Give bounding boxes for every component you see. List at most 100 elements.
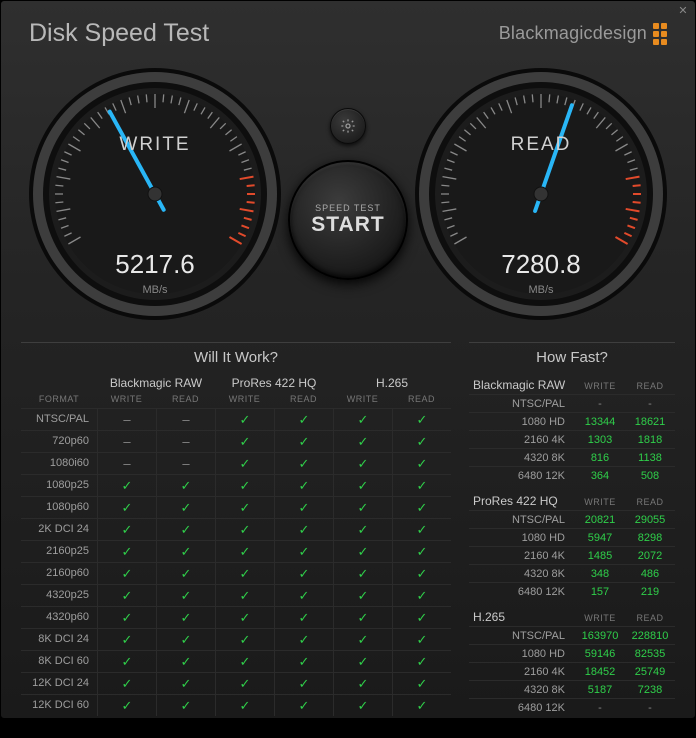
how-fast-row: 2160 4K1845225749 bbox=[469, 662, 675, 680]
result-cell: ✓ bbox=[156, 672, 215, 694]
how-fast-section: H.265WRITEREADNTSC/PAL1639702288101080 H… bbox=[469, 608, 675, 716]
format-label: 8K DCI 24 bbox=[21, 628, 97, 650]
check-icon: ✓ bbox=[122, 566, 133, 581]
how-fast-row: 2160 4K13031818 bbox=[469, 430, 675, 448]
check-icon: ✓ bbox=[122, 654, 133, 669]
result-cell: ✓ bbox=[392, 540, 451, 562]
format-label: 1080i60 bbox=[21, 452, 97, 474]
check-icon: ✓ bbox=[240, 522, 251, 537]
result-cell: ✓ bbox=[392, 496, 451, 518]
resolution-label: 2160 4K bbox=[469, 434, 575, 446]
check-icon: ✓ bbox=[181, 500, 192, 515]
format-label: 1080p60 bbox=[21, 496, 97, 518]
check-icon: ✓ bbox=[299, 676, 310, 691]
read-value: - bbox=[625, 398, 675, 410]
check-icon: ✓ bbox=[358, 478, 369, 493]
check-icon: ✓ bbox=[299, 698, 310, 713]
result-cell: – bbox=[156, 408, 215, 430]
result-cell: ✓ bbox=[333, 430, 392, 452]
read-value: 29055 bbox=[625, 514, 675, 526]
check-icon: ✓ bbox=[240, 478, 251, 493]
sub-header: WRITE bbox=[333, 394, 392, 408]
result-cell: ✓ bbox=[215, 518, 274, 540]
check-icon: ✓ bbox=[240, 544, 251, 559]
result-cell: ✓ bbox=[333, 628, 392, 650]
check-icon: ✓ bbox=[122, 478, 133, 493]
check-icon: ✓ bbox=[358, 412, 369, 427]
write-value: 18452 bbox=[575, 666, 625, 678]
settings-button[interactable] bbox=[330, 108, 366, 144]
read-value: 1138 bbox=[625, 452, 675, 464]
result-cell: ✓ bbox=[392, 430, 451, 452]
col-header: READ bbox=[625, 381, 675, 391]
how-fast-row: NTSC/PAL2082129055 bbox=[469, 510, 675, 528]
result-cell: ✓ bbox=[392, 518, 451, 540]
dash-icon: – bbox=[123, 456, 130, 471]
read-value: 7238 bbox=[625, 684, 675, 696]
result-cell: ✓ bbox=[156, 474, 215, 496]
check-icon: ✓ bbox=[358, 654, 369, 669]
check-icon: ✓ bbox=[181, 544, 192, 559]
result-cell: ✓ bbox=[333, 562, 392, 584]
check-icon: ✓ bbox=[417, 632, 428, 647]
how-fast-row: 2160 4K14852072 bbox=[469, 546, 675, 564]
write-value: 364 bbox=[575, 470, 625, 482]
brand-logo-icon bbox=[653, 23, 667, 45]
check-icon: ✓ bbox=[181, 522, 192, 537]
result-cell: – bbox=[97, 430, 156, 452]
result-cell: ✓ bbox=[156, 628, 215, 650]
how-fast-panel: How Fast? Blackmagic RAWWRITEREADNTSC/PA… bbox=[469, 342, 675, 724]
result-cell: ✓ bbox=[274, 584, 333, 606]
result-cell: ✓ bbox=[274, 540, 333, 562]
check-icon: ✓ bbox=[358, 434, 369, 449]
check-icon: ✓ bbox=[181, 610, 192, 625]
check-icon: ✓ bbox=[181, 632, 192, 647]
result-cell: ✓ bbox=[215, 584, 274, 606]
result-cell: ✓ bbox=[392, 672, 451, 694]
codec-header: H.265 bbox=[333, 376, 451, 394]
check-icon: ✓ bbox=[358, 500, 369, 515]
close-icon[interactable]: ✕ bbox=[677, 5, 689, 17]
how-fast-row: NTSC/PAL-- bbox=[469, 394, 675, 412]
check-icon: ✓ bbox=[358, 632, 369, 647]
result-cell: ✓ bbox=[97, 474, 156, 496]
start-button-big: START bbox=[311, 213, 384, 237]
result-cell: ✓ bbox=[333, 694, 392, 716]
check-icon: ✓ bbox=[240, 566, 251, 581]
how-fast-row: 4320 8K51877238 bbox=[469, 680, 675, 698]
result-cell: ✓ bbox=[97, 672, 156, 694]
format-label: 12K DCI 60 bbox=[21, 694, 97, 716]
col-header: READ bbox=[625, 497, 675, 507]
result-cell: ✓ bbox=[215, 474, 274, 496]
codec-header: Blackmagic RAW bbox=[97, 376, 215, 394]
resolution-label: NTSC/PAL bbox=[469, 514, 575, 526]
read-value: 25749 bbox=[625, 666, 675, 678]
dash-icon: – bbox=[182, 412, 189, 427]
result-cell: ✓ bbox=[274, 474, 333, 496]
result-cell: ✓ bbox=[274, 562, 333, 584]
check-icon: ✓ bbox=[181, 566, 192, 581]
read-value: 18621 bbox=[625, 416, 675, 428]
result-cell: ✓ bbox=[333, 584, 392, 606]
write-value: 163970 bbox=[575, 630, 625, 642]
start-button[interactable]: SPEED TEST START bbox=[288, 160, 408, 280]
resolution-label: 6480 12K bbox=[469, 586, 575, 598]
result-cell: ✓ bbox=[392, 452, 451, 474]
check-icon: ✓ bbox=[299, 610, 310, 625]
gauges-row: WRITE 5217.6 MB/s SPEED TEST START READ … bbox=[1, 54, 695, 342]
write-gauge-label: WRITE bbox=[25, 134, 285, 156]
read-value: 1818 bbox=[625, 434, 675, 446]
sub-header: READ bbox=[156, 394, 215, 408]
result-cell: ✓ bbox=[333, 518, 392, 540]
result-cell: ✓ bbox=[333, 496, 392, 518]
resolution-label: 2160 4K bbox=[469, 666, 575, 678]
brand-text: Blackmagicdesign bbox=[499, 23, 647, 44]
check-icon: ✓ bbox=[240, 456, 251, 471]
header: Disk Speed Test Blackmagicdesign bbox=[1, 1, 695, 54]
result-cell: – bbox=[97, 408, 156, 430]
check-icon: ✓ bbox=[299, 412, 310, 427]
check-icon: ✓ bbox=[122, 698, 133, 713]
how-fast-row: 6480 12K364508 bbox=[469, 466, 675, 484]
result-cell: ✓ bbox=[97, 540, 156, 562]
result-cell: – bbox=[97, 452, 156, 474]
